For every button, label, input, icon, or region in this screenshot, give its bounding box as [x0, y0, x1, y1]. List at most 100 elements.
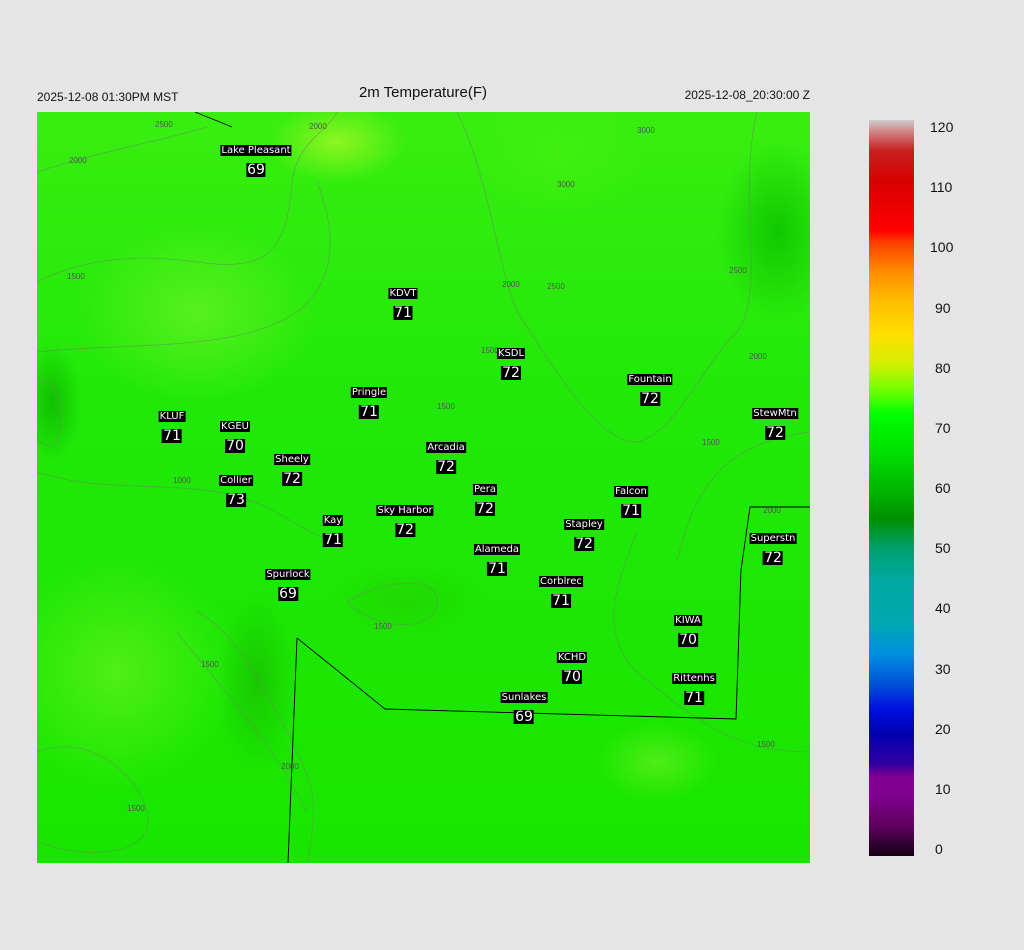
station-marker: Alameda 71 — [473, 539, 521, 577]
station-name: Sheely — [274, 454, 310, 465]
colorbar-tick-label: 120 — [930, 119, 954, 135]
station-marker: Superstn 72 — [749, 528, 797, 565]
colorbar-tick-label: 0 — [935, 841, 943, 857]
station-temperature: 72 — [574, 536, 594, 552]
station-name: KCHD — [556, 652, 588, 663]
station-temperature: 72 — [282, 471, 302, 487]
station-name: Sunlakes — [500, 692, 548, 703]
station-marker: StewMtn 72 — [752, 403, 798, 440]
station-marker: Rittenhs 71 — [672, 668, 716, 705]
station-marker: Sky Harbor 72 — [376, 500, 434, 538]
utc-time: 2025-12-08_20:30:00 Z — [684, 88, 810, 102]
county-boundaries — [194, 112, 810, 863]
contour-label: 1500 — [67, 272, 85, 281]
map-title: 2m Temperature(F) — [358, 84, 488, 101]
contour-label: 1500 — [374, 622, 392, 631]
station-temperature: 69 — [246, 162, 266, 178]
colorbar-tick-label: 20 — [935, 720, 951, 737]
station-marker: Pera 72 — [472, 479, 498, 517]
colorbar-tick-label: 30 — [935, 660, 951, 677]
station-temperature: 71 — [684, 690, 704, 706]
station-temperature: 72 — [765, 425, 785, 441]
contour-label: 1500 — [757, 740, 775, 749]
station-marker: Sunlakes 69 — [500, 687, 548, 725]
station-name: Superstn — [749, 533, 797, 544]
contour-label: 1500 — [481, 346, 499, 355]
contour-line — [37, 471, 338, 543]
colorbar — [869, 120, 914, 856]
station-marker: Collier 73 — [219, 470, 253, 507]
boundary-line — [287, 637, 298, 863]
station-temperature: 70 — [562, 669, 582, 685]
contour-label: 1500 — [127, 804, 145, 813]
station-temperature: 70 — [678, 632, 698, 648]
station-name: Falcon — [614, 486, 648, 497]
station-name: Spurlock — [265, 569, 311, 580]
station-marker: Sheely 72 — [274, 449, 310, 486]
station-temperature: 72 — [501, 365, 521, 381]
station-temperature: 71 — [551, 593, 571, 609]
station-marker: KDVT 71 — [388, 283, 418, 321]
contour-label: 2000 — [309, 122, 327, 131]
colorbar-tick-label: 50 — [935, 540, 951, 557]
contour-label: 2000 — [69, 156, 87, 165]
station-name: Fountain — [627, 374, 673, 385]
station-temperature: 71 — [359, 404, 379, 420]
local-time: 2025-12-08 01:30PM MST — [37, 90, 179, 104]
station-temperature: 72 — [395, 522, 415, 538]
station-marker: KSDL 72 — [496, 343, 526, 381]
contour-label: 2500 — [547, 282, 565, 291]
station-temperature: 69 — [514, 709, 534, 725]
station-name: Arcadia — [426, 442, 466, 453]
station-marker: KCHD 70 — [556, 647, 588, 685]
colorbar-tick-label: 40 — [935, 600, 951, 617]
contour-label: 1500 — [702, 438, 720, 447]
colorbar-tick-label: 100 — [930, 239, 954, 256]
station-marker: KLUF 71 — [158, 406, 186, 443]
station-temperature: 72 — [475, 501, 495, 517]
colorbar-tick-label: 90 — [935, 299, 951, 316]
station-marker: KGEU 70 — [220, 416, 250, 453]
station-temperature: 71 — [323, 532, 343, 548]
contour-label: 2000 — [763, 506, 781, 515]
station-name: KSDL — [496, 348, 526, 359]
station-name: Rittenhs — [672, 673, 716, 684]
station-temperature: 71 — [487, 561, 507, 577]
contour-line — [37, 746, 149, 853]
contour-label: 3000 — [637, 126, 655, 135]
station-marker: Kay 71 — [322, 510, 344, 548]
station-name: Sky Harbor — [376, 505, 434, 516]
station-marker: Corblrec 71 — [539, 571, 583, 608]
station-name: Alameda — [473, 544, 521, 555]
station-name: Collier — [219, 475, 253, 486]
station-name: Kay — [322, 515, 344, 526]
colorbar-tick-label: 70 — [935, 419, 951, 436]
contour-line — [456, 112, 758, 443]
station-temperature: 71 — [393, 305, 413, 321]
station-name: Stapley — [564, 519, 604, 530]
station-marker: Stapley 72 — [564, 514, 604, 551]
station-name: KGEU — [220, 421, 250, 432]
station-marker: Lake Pleasant 69 — [220, 140, 292, 178]
station-temperature: 69 — [278, 586, 298, 602]
station-name: KIWA — [674, 615, 702, 626]
contour-label: 2000 — [281, 762, 299, 771]
station-marker: KIWA 70 — [674, 610, 702, 647]
contour-line — [37, 380, 62, 447]
contour-label: 2500 — [729, 266, 747, 275]
colorbar-tick-label: 60 — [935, 480, 951, 496]
station-name: Pringle — [350, 387, 388, 398]
contour-label: 1500 — [437, 402, 455, 411]
map-overlay — [37, 112, 810, 863]
contour-label: 2500 — [155, 120, 173, 129]
station-name: Pera — [472, 484, 498, 495]
colorbar-tick-label: 10 — [935, 780, 951, 797]
station-marker: Pringle 71 — [350, 382, 388, 420]
contour-label: 1500 — [201, 660, 219, 669]
station-name: Corblrec — [539, 576, 583, 587]
station-marker: Falcon 71 — [614, 481, 648, 518]
station-marker: Fountain 72 — [627, 369, 673, 406]
colorbar-tick-label: 80 — [935, 359, 951, 376]
contour-line — [37, 112, 338, 283]
elevation-contours — [37, 112, 810, 863]
